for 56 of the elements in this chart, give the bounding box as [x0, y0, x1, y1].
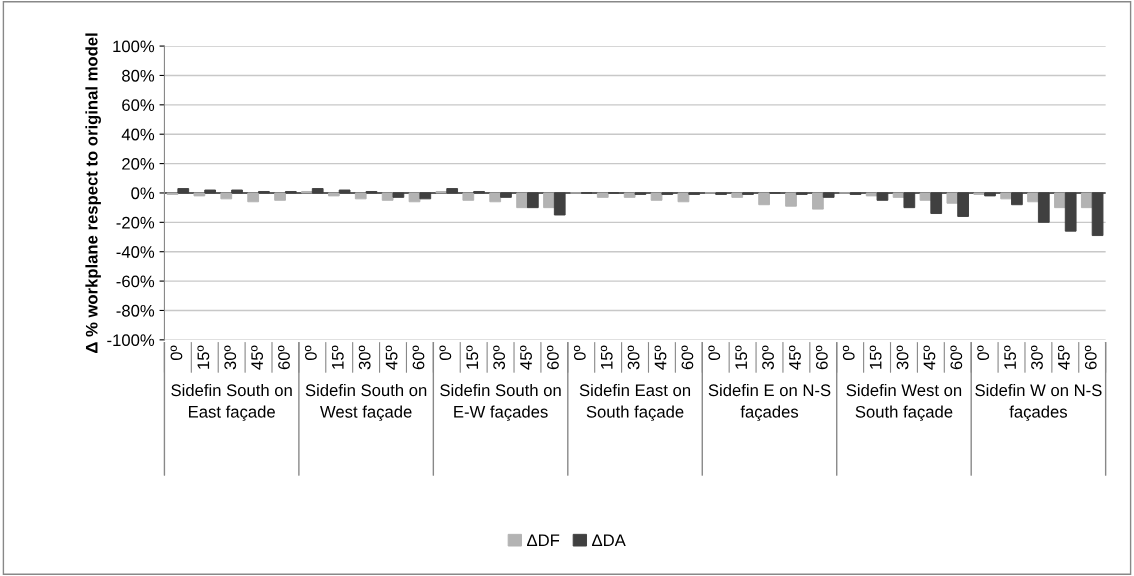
y-axis-title: Δ % workplane respect to original model [85, 33, 101, 353]
x-tick-label: 45º [789, 345, 801, 370]
legend-label: ΔDF [527, 534, 560, 547]
x-tick-label: 30º [224, 345, 237, 370]
x-tick-label: 45º [520, 345, 532, 370]
text: Sidefin East on South façade [579, 383, 691, 422]
y-tick-label: 80% [122, 69, 155, 82]
x-tick-label: 60º [1084, 345, 1097, 370]
x-tick-label: 60º [950, 345, 963, 370]
text: Sidefin West on South façade [846, 383, 962, 422]
x-tick-label: 60º [412, 345, 425, 370]
x-tick-label: 15º [331, 345, 344, 369]
x-tick-label: 15º [1004, 345, 1016, 369]
x-tick-label: 60º [815, 345, 828, 370]
x-tick-label: 30º [627, 345, 640, 370]
y-tick-label: 100% [113, 40, 155, 53]
x-tick-label: 45º [1057, 345, 1070, 370]
text: Sidefin South on West façade [305, 383, 427, 422]
text: Sidefin South on East façade [171, 383, 292, 422]
text: Sidefin E on N-S façades [708, 383, 831, 422]
x-tick-label: 0º [573, 345, 586, 361]
x-tick-label: 45º [654, 345, 667, 370]
legend-label: ΔDA [592, 534, 626, 547]
x-tick-label: 0º [977, 345, 990, 361]
y-tick-label: -100% [107, 334, 155, 347]
x-tick-label: 60º [547, 345, 559, 370]
x-tick-label: 15º [466, 345, 479, 369]
x-tick-label: 0º [842, 345, 855, 361]
y-tick-label: -80% [116, 304, 155, 317]
text: Sidefin W on N-S façades [975, 383, 1102, 422]
x-tick-label: 45º [251, 345, 264, 370]
y-tick-label: -20% [116, 216, 155, 229]
y-tick-label: 20% [122, 157, 155, 170]
x-tick-label: 30º [493, 345, 506, 370]
y-tick-label: -40% [116, 246, 155, 258]
y-tick-label: 40% [121, 128, 155, 141]
x-tick-label: 0º [439, 345, 452, 361]
x-tick-label: 45º [923, 345, 936, 370]
y-tick-label: 0% [131, 187, 155, 200]
x-tick-label: 60º [681, 345, 694, 370]
x-tick-label: 45º [385, 345, 398, 370]
x-tick-label: 15º [735, 345, 748, 369]
x-tick-label: 15º [869, 345, 882, 369]
x-tick-label: 30º [762, 345, 774, 370]
x-tick-label: 60º [278, 345, 290, 370]
x-tick-label: 0º [304, 345, 317, 361]
x-tick-label: 15º [600, 345, 613, 369]
x-tick-label: 30º [896, 345, 909, 370]
y-tick-label: 60% [122, 99, 155, 112]
y-tick-label: -60% [116, 275, 155, 288]
text: Sidefin South on E-W façades [440, 383, 561, 422]
x-tick-label: 30º [1031, 345, 1043, 370]
x-tick-label: 0º [708, 345, 721, 361]
x-tick-label: 30º [358, 345, 371, 370]
x-tick-label: 15º [197, 345, 210, 369]
x-tick-label: 0º [170, 345, 183, 361]
